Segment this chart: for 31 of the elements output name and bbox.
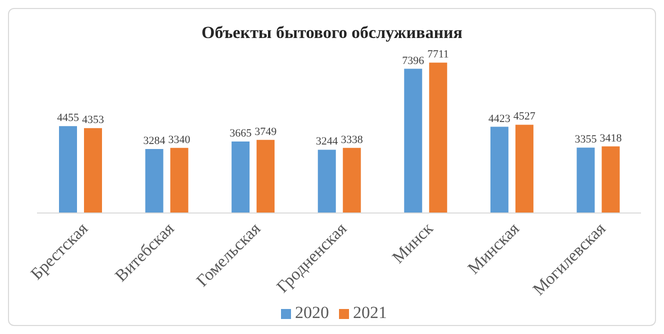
data-label: 3665	[230, 128, 252, 140]
bar	[490, 126, 508, 213]
bar	[145, 148, 164, 213]
data-label: 3244	[316, 136, 338, 148]
bar	[59, 126, 77, 213]
bar	[84, 128, 102, 213]
bar	[342, 148, 361, 213]
data-label: 7711	[427, 48, 449, 61]
bar	[515, 124, 534, 213]
legend-label: 2020	[295, 303, 329, 322]
bar	[256, 140, 275, 213]
data-label: 3749	[254, 126, 278, 138]
data-label: 4455	[57, 112, 80, 124]
legend-label: 2021	[353, 303, 387, 322]
bar	[318, 150, 336, 213]
data-label: 4353	[82, 114, 104, 126]
bar	[404, 68, 422, 213]
bar	[429, 62, 448, 213]
data-label: 4423	[488, 112, 511, 125]
bar	[602, 146, 620, 213]
data-label: 3418	[600, 132, 622, 144]
bar	[576, 148, 595, 213]
data-label: 7396	[402, 54, 425, 67]
data-label: 3284	[143, 134, 166, 147]
data-label: 3340	[168, 134, 191, 146]
bar	[170, 148, 188, 213]
data-label: 3338	[340, 134, 364, 146]
chart-title: Объекты бытового обслуживания	[200, 23, 464, 43]
data-label: 4527	[513, 110, 536, 123]
data-label: 3355	[574, 134, 598, 146]
bar	[232, 142, 250, 213]
